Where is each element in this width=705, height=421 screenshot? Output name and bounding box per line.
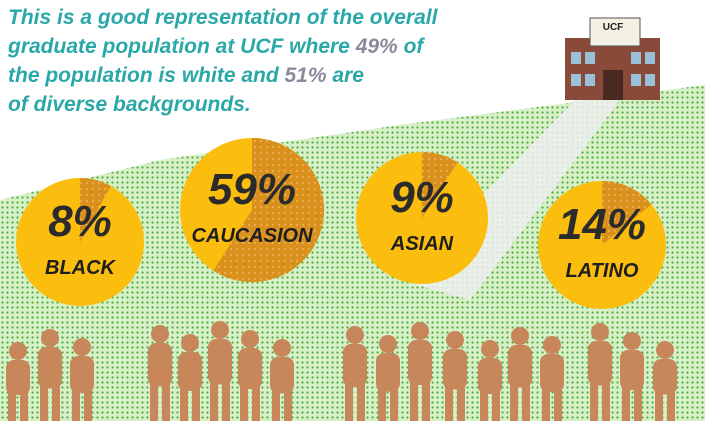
person-leg — [84, 389, 92, 421]
category-label: ASIAN — [390, 233, 454, 255]
person-body — [343, 344, 367, 387]
percent-label: 59% — [208, 165, 296, 214]
person-leg — [480, 390, 488, 421]
headline: of diverse backgrounds. — [8, 93, 251, 116]
donut-segment — [80, 178, 111, 242]
person-leg — [655, 390, 663, 421]
person-leg — [52, 384, 60, 421]
person-leg — [602, 381, 610, 421]
person-head — [591, 323, 609, 341]
person-leg — [150, 382, 158, 421]
donut-segment — [602, 181, 652, 245]
person-body — [588, 341, 612, 386]
person-leg — [345, 382, 353, 421]
person-leg — [510, 383, 518, 421]
person-head — [481, 340, 499, 358]
person-body — [376, 353, 400, 392]
person-leg — [192, 387, 200, 421]
person-leg — [240, 384, 248, 421]
building: UCF — [565, 17, 660, 100]
person-head — [211, 321, 229, 339]
person-head — [73, 338, 91, 356]
person-body — [148, 343, 172, 387]
person-head — [411, 322, 429, 340]
person-head — [511, 327, 529, 345]
person-leg — [590, 381, 598, 421]
person-body — [653, 359, 677, 395]
person-body — [70, 356, 94, 393]
person-head — [273, 339, 291, 357]
person-head — [241, 330, 259, 348]
person-body — [443, 349, 467, 390]
person-body — [620, 350, 644, 390]
person-leg — [40, 384, 48, 421]
logo: UCF — [603, 22, 624, 33]
person-head — [379, 335, 397, 353]
person-head — [656, 341, 674, 359]
person-leg — [410, 380, 418, 421]
person-body — [478, 358, 502, 394]
person-body — [540, 354, 564, 392]
headline: the population is white and 51% are — [8, 64, 364, 87]
person-head — [346, 326, 364, 344]
person-leg — [357, 382, 365, 421]
person-body — [270, 357, 294, 394]
person-head — [181, 334, 199, 352]
person-head — [41, 329, 59, 347]
person-leg — [542, 388, 550, 421]
category-label: CAUCASION — [191, 225, 313, 247]
person-leg — [634, 386, 642, 421]
percent-label: 8% — [48, 197, 112, 246]
person-body — [38, 347, 62, 389]
person-leg — [8, 391, 16, 421]
headline: graduate population at UCF where 49% of — [7, 35, 425, 58]
headline: This is a good representation of the ove… — [8, 6, 439, 29]
person-leg — [667, 390, 675, 421]
person-body — [408, 340, 432, 385]
person-leg — [272, 389, 280, 421]
person-leg — [522, 383, 530, 421]
person-leg — [252, 384, 260, 421]
person-leg — [72, 389, 80, 421]
person-leg — [445, 385, 453, 421]
person-leg — [554, 388, 562, 421]
person-leg — [284, 389, 292, 421]
percent-label: 9% — [390, 173, 454, 222]
person-leg — [20, 391, 28, 421]
person-body — [6, 360, 30, 395]
person-body — [238, 348, 262, 389]
donut-segment — [422, 152, 458, 218]
category-label: LATINO — [566, 260, 639, 282]
category-label: BLACK — [45, 257, 117, 279]
person-head — [623, 332, 641, 350]
person-leg — [162, 382, 170, 421]
person-leg — [390, 387, 398, 421]
person-leg — [457, 385, 465, 421]
person-leg — [492, 390, 500, 421]
percent-label: 14% — [558, 200, 646, 249]
person-head — [543, 336, 561, 354]
people-silhouettes — [6, 321, 677, 421]
person-leg — [378, 387, 386, 421]
person-leg — [622, 386, 630, 421]
person-leg — [422, 380, 430, 421]
person-body — [208, 339, 232, 385]
person-body — [508, 345, 532, 388]
person-leg — [180, 387, 188, 421]
person-leg — [210, 379, 218, 421]
person-body — [178, 352, 202, 391]
person-head — [446, 331, 464, 349]
person-leg — [222, 379, 230, 421]
person-head — [151, 325, 169, 343]
donut-charts: 8% BLACK 59% CAUCASION 9% ASIAN 14% LATINO — [16, 138, 666, 309]
donut-segment — [213, 138, 324, 282]
person-head — [9, 342, 27, 360]
